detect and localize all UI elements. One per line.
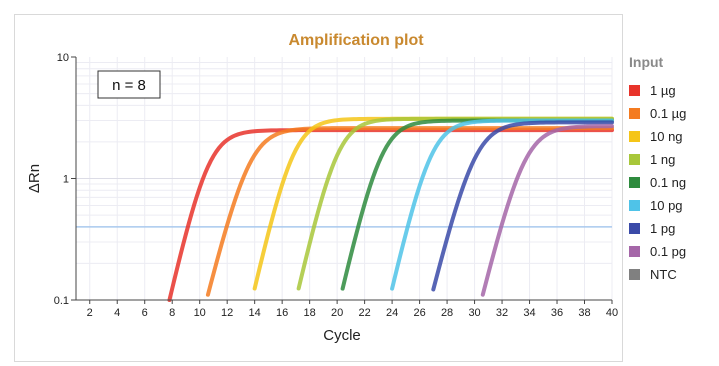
legend-label: 1 µg bbox=[650, 83, 676, 98]
x-tick-label: 4 bbox=[114, 307, 120, 319]
legend-label: NTC bbox=[650, 267, 677, 282]
legend-title: Input bbox=[629, 54, 664, 70]
legend-item: NTC bbox=[629, 263, 715, 286]
legend-label: 0.1 pg bbox=[650, 244, 687, 259]
x-tick-label: 20 bbox=[331, 307, 343, 319]
legend-label: 10 pg bbox=[650, 198, 683, 213]
legend-label: 10 ng bbox=[650, 129, 683, 144]
x-tick-label: 40 bbox=[606, 307, 618, 319]
y-tick-label: 1 bbox=[63, 174, 69, 186]
y-tick-label: 0.1 bbox=[54, 295, 69, 307]
annotation-text: n = 8 bbox=[112, 77, 146, 94]
x-tick-label: 6 bbox=[142, 307, 148, 319]
legend-item: 0.1 µg bbox=[629, 102, 715, 125]
x-tick-label: 14 bbox=[249, 307, 261, 319]
legend-item: 10 ng bbox=[629, 125, 715, 148]
x-tick-label: 26 bbox=[413, 307, 425, 319]
x-tick-label: 28 bbox=[441, 307, 453, 319]
x-tick-label: 34 bbox=[523, 307, 535, 319]
legend-swatch bbox=[629, 269, 640, 280]
x-axis-label: Cycle bbox=[323, 327, 361, 344]
x-tick-label: 30 bbox=[468, 307, 480, 319]
x-tick-label: 22 bbox=[358, 307, 370, 319]
x-tick-label: 8 bbox=[169, 307, 175, 319]
amplification-curve bbox=[431, 120, 614, 292]
legend-label: 0.1 ng bbox=[650, 175, 687, 190]
x-tick-label: 38 bbox=[578, 307, 590, 319]
legend-swatch bbox=[629, 154, 640, 165]
legend-swatch bbox=[629, 131, 640, 142]
amplification-curve bbox=[480, 124, 614, 297]
x-tick-label: 12 bbox=[221, 307, 233, 319]
x-tick-label: 32 bbox=[496, 307, 508, 319]
legend: Input 1 µg 0.1 µg 10 ng 1 ng 0.1 ng 10 pg 1 pg… bbox=[629, 54, 715, 286]
x-tick-label: 16 bbox=[276, 307, 288, 319]
x-tick-label: 10 bbox=[194, 307, 206, 319]
y-axis-label: ΔRn bbox=[26, 164, 43, 193]
legend-item: 1 µg bbox=[629, 79, 715, 102]
legend-swatch bbox=[629, 223, 640, 234]
legend-item: 10 pg bbox=[629, 194, 715, 217]
legend-item: 0.1 pg bbox=[629, 240, 715, 263]
legend-swatch bbox=[629, 85, 640, 96]
chart-title: Amplification plot bbox=[288, 32, 424, 49]
legend-swatch bbox=[629, 108, 640, 119]
legend-label: 0.1 µg bbox=[650, 106, 687, 121]
legend-swatch bbox=[629, 177, 640, 188]
legend-label: 1 pg bbox=[650, 221, 676, 236]
amplification-curve bbox=[205, 126, 614, 297]
x-tick-label: 2 bbox=[87, 307, 93, 319]
amplification-curve bbox=[167, 128, 614, 302]
legend-label: 1 ng bbox=[650, 152, 676, 167]
legend-swatch bbox=[629, 246, 640, 257]
legend-item: 1 ng bbox=[629, 148, 715, 171]
x-tick-label: 18 bbox=[304, 307, 316, 319]
legend-swatch bbox=[629, 200, 640, 211]
legend-item: 1 pg bbox=[629, 217, 715, 240]
annotation-box bbox=[97, 70, 161, 99]
legend-item: 0.1 ng bbox=[629, 171, 715, 194]
x-tick-label: 36 bbox=[551, 307, 563, 319]
y-tick-label: 10 bbox=[57, 52, 69, 64]
x-tick-label: 24 bbox=[386, 307, 398, 319]
